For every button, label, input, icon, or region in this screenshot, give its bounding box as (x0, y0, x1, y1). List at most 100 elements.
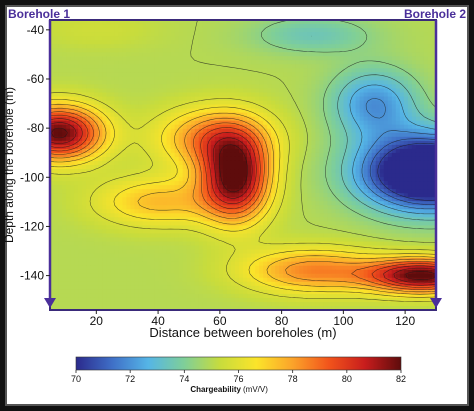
heatmap-cell (154, 189, 160, 194)
heatmap-cell (387, 68, 393, 73)
heatmap-cell (291, 28, 296, 33)
heatmap-cell (218, 112, 224, 118)
heatmap-cell (243, 76, 248, 82)
heatmap-cell (58, 52, 63, 57)
heatmap-cell (130, 28, 136, 33)
heatmap-cell (411, 193, 417, 198)
heatmap-cell (423, 128, 429, 134)
heatmap-cell (222, 169, 228, 174)
heatmap-cell (106, 120, 111, 126)
heatmap-cell (126, 169, 132, 174)
heatmap-cell (194, 96, 200, 102)
heatmap-cell (170, 120, 176, 126)
heatmap-cell (186, 88, 192, 94)
heatmap-cell (403, 72, 409, 77)
heatmap-cell (226, 160, 232, 166)
heatmap-cell (371, 185, 377, 190)
heatmap-cell (319, 205, 325, 210)
heatmap-cell (359, 116, 365, 122)
heatmap-cell (58, 201, 63, 206)
heatmap-cell (351, 56, 357, 61)
heatmap-cell (311, 193, 316, 198)
heatmap-cell (222, 213, 228, 218)
heatmap-cell (291, 84, 296, 90)
heatmap-cell (403, 60, 409, 65)
heatmap-cell (114, 76, 119, 82)
heatmap-cell (142, 68, 148, 73)
heatmap-cell (323, 112, 329, 118)
heatmap-cell (170, 88, 176, 94)
heatmap-cell (202, 169, 208, 174)
heatmap-cell (379, 152, 385, 158)
heatmap-cell (395, 193, 401, 198)
heatmap-cell (218, 92, 224, 98)
heatmap-cell (146, 140, 152, 146)
heatmap-cell (174, 152, 180, 158)
heatmap-cell (138, 64, 144, 69)
heatmap-cell (74, 84, 79, 90)
heatmap-cell (275, 148, 280, 154)
heatmap-cell (375, 128, 381, 134)
heatmap-cell (347, 156, 353, 162)
heatmap-cell (146, 88, 152, 94)
heatmap-cell (122, 181, 127, 186)
heatmap-cell (379, 72, 385, 77)
heatmap-cell (222, 108, 228, 114)
heatmap-cell (287, 213, 292, 218)
heatmap-cell (202, 48, 208, 53)
heatmap-cell (238, 152, 244, 158)
heatmap-cell (122, 44, 127, 49)
heatmap-cell (339, 104, 345, 110)
heatmap-cell (214, 221, 220, 227)
heatmap-cell (375, 148, 381, 154)
heatmap-cell (202, 32, 208, 37)
heatmap-cell (331, 120, 337, 126)
heatmap-cell (206, 221, 212, 227)
heatmap-cell (431, 169, 436, 174)
heatmap-cell (287, 96, 292, 102)
heatmap-cell (138, 136, 144, 142)
heatmap-cell (351, 165, 357, 170)
heatmap-cell (371, 205, 377, 210)
heatmap-cell (150, 193, 156, 198)
heatmap-cell (423, 24, 429, 29)
heatmap-cell (82, 221, 87, 227)
heatmap-cell (150, 165, 156, 170)
heatmap-cell (66, 148, 71, 154)
heatmap-cell (271, 52, 276, 57)
heatmap-cell (427, 169, 433, 174)
heatmap-cell (371, 193, 377, 198)
heatmap-cell (166, 181, 172, 186)
heatmap-cell (50, 56, 55, 61)
heatmap-cell (423, 20, 429, 25)
heatmap-cell (407, 193, 413, 198)
heatmap-cell (351, 76, 357, 82)
heatmap-cell (66, 28, 71, 33)
heatmap-cell (94, 144, 99, 150)
heatmap-cell (403, 148, 409, 154)
heatmap-cell (323, 148, 329, 154)
heatmap-cell (351, 225, 357, 231)
heatmap-cell (122, 160, 127, 166)
heatmap-cell (407, 201, 413, 206)
heatmap-cell (186, 148, 192, 154)
heatmap-cell (419, 72, 425, 77)
heatmap-cell (359, 193, 365, 198)
heatmap-cell (94, 177, 99, 182)
heatmap-cell (431, 28, 436, 33)
heatmap-cell (154, 128, 160, 134)
heatmap-cell (423, 205, 429, 210)
heatmap-cell (138, 40, 144, 45)
heatmap-cell (423, 88, 429, 94)
heatmap-cell (98, 104, 103, 110)
heatmap-cell (154, 148, 160, 154)
heatmap-cell (339, 221, 345, 227)
heatmap-cell (58, 104, 63, 110)
heatmap-cell (343, 80, 349, 86)
heatmap-cell (126, 48, 132, 53)
heatmap-cell (307, 140, 312, 146)
heatmap-cell (66, 68, 71, 73)
heatmap-cell (90, 124, 95, 130)
heatmap-cell (110, 60, 115, 65)
heatmap-cell (214, 44, 220, 49)
